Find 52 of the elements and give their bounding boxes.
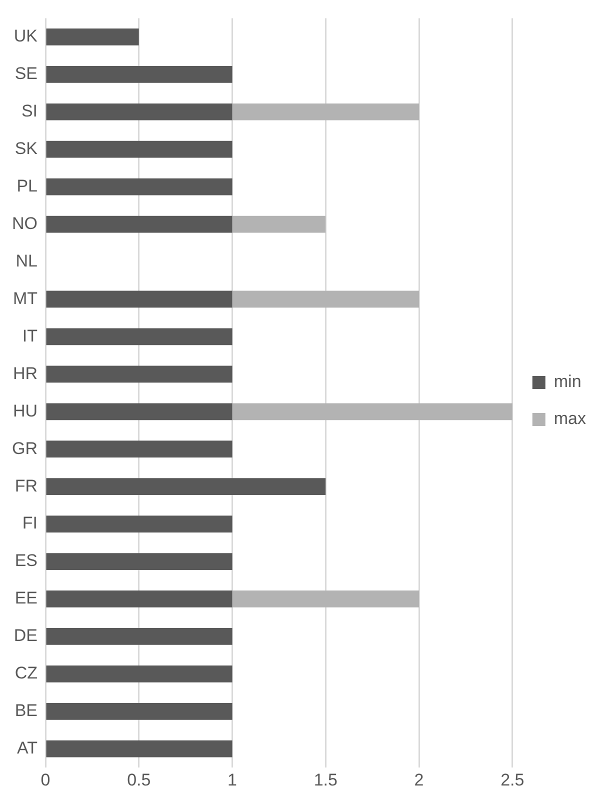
- y-tick-label: NO: [12, 214, 38, 233]
- x-tick-label: 2: [414, 770, 424, 790]
- bar: [46, 366, 232, 383]
- y-tick-label: SK: [14, 139, 38, 158]
- bar: [46, 178, 232, 196]
- bar: [46, 140, 232, 158]
- y-tick-label: SI: [21, 102, 38, 121]
- y-tick-label: MT: [12, 288, 38, 308]
- y-tick-label: AT: [17, 738, 38, 758]
- legend-label: min: [554, 372, 582, 392]
- x-tick-label: 0: [40, 770, 50, 790]
- bar: [46, 740, 232, 758]
- bar: [232, 216, 326, 233]
- y-tick-label: GR: [12, 438, 38, 458]
- x-tick-label: 1: [228, 770, 237, 790]
- bar: [46, 665, 232, 682]
- y-tick-label: FR: [14, 476, 38, 496]
- y-tick-label: NL: [16, 251, 38, 270]
- bar: [46, 403, 232, 420]
- bar: [46, 328, 232, 346]
- y-tick-label: PL: [16, 176, 38, 196]
- bar: [46, 478, 326, 496]
- y-tick-label: HU: [12, 401, 38, 420]
- legend-label: max: [554, 409, 586, 428]
- bar: [46, 103, 232, 120]
- bar: [232, 290, 420, 308]
- x-tick-label: 2.5: [500, 770, 524, 790]
- y-tick-label: ES: [14, 551, 38, 570]
- bar: [46, 290, 232, 308]
- bar: [46, 590, 232, 608]
- y-tick-label: IT: [22, 326, 38, 346]
- y-tick-label: EE: [14, 588, 38, 608]
- y-tick-label: BE: [14, 701, 38, 720]
- x-tick-label: 0.5: [127, 770, 151, 790]
- y-tick-label: UK: [14, 26, 38, 46]
- bar: [46, 440, 232, 458]
- y-tick-label: SE: [14, 64, 38, 84]
- bar: [46, 628, 232, 645]
- bar: [232, 403, 512, 420]
- bar: [46, 702, 232, 720]
- bar: [46, 66, 232, 83]
- bar: [46, 553, 232, 570]
- y-tick-label: FI: [22, 514, 38, 533]
- bar: [232, 590, 420, 608]
- y-tick-label: CZ: [14, 664, 38, 683]
- x-tick-label: 1.5: [314, 770, 338, 790]
- bar: [232, 103, 420, 120]
- bar: [46, 216, 232, 233]
- y-tick-label: DE: [14, 626, 38, 646]
- y-tick-label: HR: [12, 364, 38, 383]
- bar: [46, 516, 232, 532]
- bar: [46, 28, 139, 46]
